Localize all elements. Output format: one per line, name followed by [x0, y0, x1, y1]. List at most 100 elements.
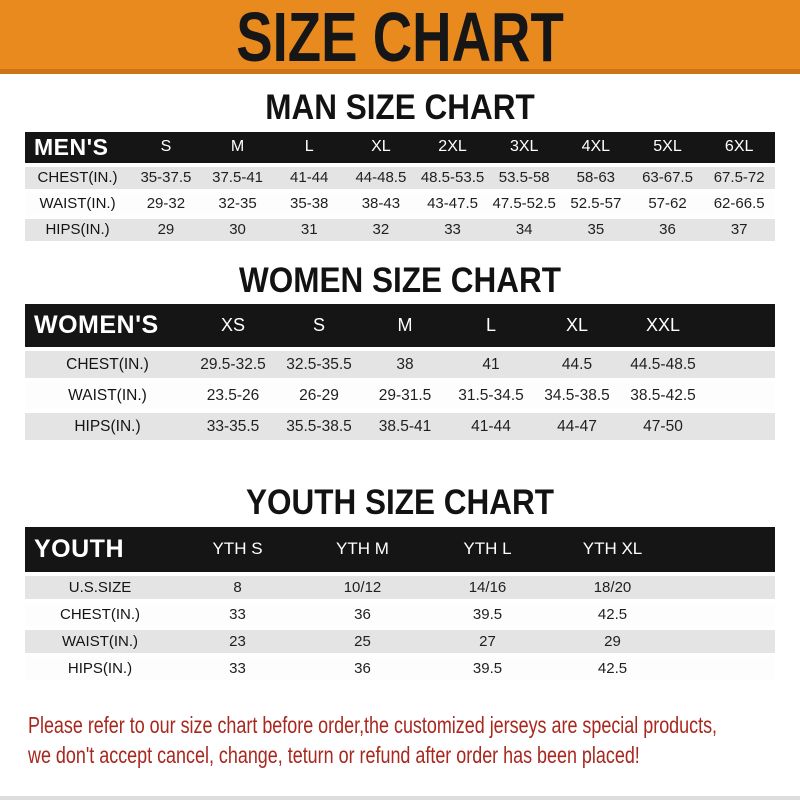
size-cell: 14/16 [425, 575, 550, 599]
spacer-cell [706, 351, 775, 378]
women-size-table: WOMEN'S XS S M L XL XXL CHEST(IN.) 29.5-32.5 32.5… [25, 300, 775, 444]
size-column-header: YTH XL [550, 526, 675, 572]
size-cell: 44-48.5 [345, 166, 417, 189]
size-cell: 35.5-38.5 [276, 413, 362, 440]
size-column-header: L [448, 304, 534, 347]
table-row: WAIST(IN.) 29-32 32-35 35-38 38-43 43-47.5 47.… [25, 192, 775, 215]
row-label: U.S.SIZE [25, 575, 175, 599]
size-cell: 36 [300, 602, 425, 626]
size-cell: 29.5-32.5 [190, 351, 276, 378]
row-label: HIPS(IN.) [25, 656, 175, 680]
size-cell: 44-47 [534, 413, 620, 440]
size-cell: 29-32 [130, 192, 202, 215]
table-corner-label: YOUTH [25, 526, 175, 572]
spacer-cell [675, 602, 775, 626]
size-chart-banner: SIZE CHART [0, 0, 800, 74]
table-row: WAIST(IN.) 23.5-26 26-29 29-31.5 31.5-34.5 34… [25, 382, 775, 409]
spacer-cell [706, 413, 775, 440]
size-cell: 57-62 [631, 192, 704, 215]
size-cell: 38.5-42.5 [620, 382, 706, 409]
size-cell: 42.5 [550, 656, 675, 680]
banner-title: SIZE CHART [236, 0, 564, 76]
size-column-header: YTH L [425, 526, 550, 572]
women-size-section: WOMEN SIZE CHART WOMEN'S XS S M L XL XXL CHEST(… [0, 260, 800, 445]
size-cell: 32.5-35.5 [276, 351, 362, 378]
size-cell: 35-38 [273, 192, 346, 215]
size-cell: 48.5-53.5 [416, 166, 489, 189]
size-cell: 63-67.5 [631, 166, 704, 189]
size-cell: 25 [300, 629, 425, 653]
size-column-header: 4XL [560, 131, 632, 163]
size-cell: 41-44 [273, 166, 346, 189]
size-cell: 10/12 [300, 575, 425, 599]
size-cell: 36 [300, 656, 425, 680]
size-cell: 58-63 [560, 166, 632, 189]
spacer-cell [675, 526, 775, 572]
size-cell: 38-43 [345, 192, 417, 215]
size-cell: 52.5-57 [560, 192, 632, 215]
size-cell: 39.5 [425, 602, 550, 626]
size-cell: 43-47.5 [416, 192, 489, 215]
size-column-header: XS [190, 304, 276, 347]
row-label: WAIST(IN.) [25, 629, 175, 653]
table-header-row: YOUTH YTH S YTH M YTH L YTH XL [25, 526, 775, 572]
table-row: HIPS(IN.) 33-35.5 35.5-38.5 38.5-41 41-44 44-… [25, 413, 775, 440]
men-size-section: MAN SIZE CHART MEN'S S M L XL 2XL 3XL 4XL 5XL 6XL… [0, 88, 800, 245]
table-header-row: WOMEN'S XS S M L XL XXL [25, 304, 775, 347]
size-cell: 35-37.5 [130, 166, 202, 189]
row-label: CHEST(IN.) [25, 166, 131, 189]
size-column-header: S [276, 304, 362, 347]
size-cell: 62-66.5 [703, 192, 775, 215]
youth-section-heading: YOUTH SIZE CHART [245, 483, 554, 522]
size-cell: 47-50 [620, 413, 706, 440]
size-cell: 44.5-48.5 [620, 351, 706, 378]
table-row: WAIST(IN.) 23 25 27 29 [25, 629, 775, 653]
size-column-header: 6XL [703, 131, 775, 163]
size-cell: 42.5 [550, 602, 675, 626]
men-size-table: MEN'S S M L XL 2XL 3XL 4XL 5XL 6XL CHEST(IN.) 35-37… [25, 128, 775, 245]
size-column-header: YTH M [300, 526, 425, 572]
size-cell: 35 [560, 218, 632, 241]
footer-line-2: we don't accept cancel, change, teturn o… [28, 741, 640, 768]
spacer-cell [706, 304, 775, 347]
size-cell: 41-44 [448, 413, 534, 440]
size-cell: 32 [345, 218, 417, 241]
size-cell: 29 [550, 629, 675, 653]
table-row: CHEST(IN.) 35-37.5 37.5-41 41-44 44-48.5 48.5… [25, 166, 775, 189]
size-column-header: XL [534, 304, 620, 347]
size-cell: 44.5 [534, 351, 620, 378]
size-column-header: XL [345, 131, 417, 163]
size-cell: 38 [362, 351, 448, 378]
size-column-header: M [201, 131, 274, 163]
spacer-cell [675, 656, 775, 680]
size-cell: 36 [631, 218, 704, 241]
spacer-cell [675, 629, 775, 653]
size-cell: 37.5-41 [201, 166, 274, 189]
size-cell: 30 [201, 218, 274, 241]
size-cell: 23 [175, 629, 300, 653]
spacer-cell [706, 382, 775, 409]
size-cell: 33-35.5 [190, 413, 276, 440]
youth-size-table: YOUTH YTH S YTH M YTH L YTH XL U.S.SIZE 8 10/12… [25, 523, 775, 684]
size-cell: 37 [703, 218, 775, 241]
spacer-cell [675, 575, 775, 599]
size-cell: 31 [273, 218, 346, 241]
size-cell: 47.5-52.5 [488, 192, 561, 215]
table-row: CHEST(IN.) 33 36 39.5 42.5 [25, 602, 775, 626]
table-corner-label: MEN'S [25, 131, 131, 163]
size-cell: 33 [175, 602, 300, 626]
size-cell: 31.5-34.5 [448, 382, 534, 409]
size-cell: 39.5 [425, 656, 550, 680]
size-cell: 27 [425, 629, 550, 653]
size-cell: 29 [130, 218, 202, 241]
row-label: CHEST(IN.) [25, 602, 175, 626]
size-column-header: 5XL [631, 131, 704, 163]
row-label: WAIST(IN.) [25, 382, 190, 409]
youth-size-section: YOUTH SIZE CHART YOUTH YTH S YTH M YTH L YTH… [0, 483, 800, 684]
women-section-heading: WOMEN SIZE CHART [238, 260, 561, 300]
size-cell: 34.5-38.5 [534, 382, 620, 409]
size-cell: 8 [175, 575, 300, 599]
size-column-header: S [130, 131, 202, 163]
table-row: CHEST(IN.) 29.5-32.5 32.5-35.5 38 41 44.5 44.5… [25, 351, 775, 378]
image-bottom-edge [0, 796, 800, 800]
